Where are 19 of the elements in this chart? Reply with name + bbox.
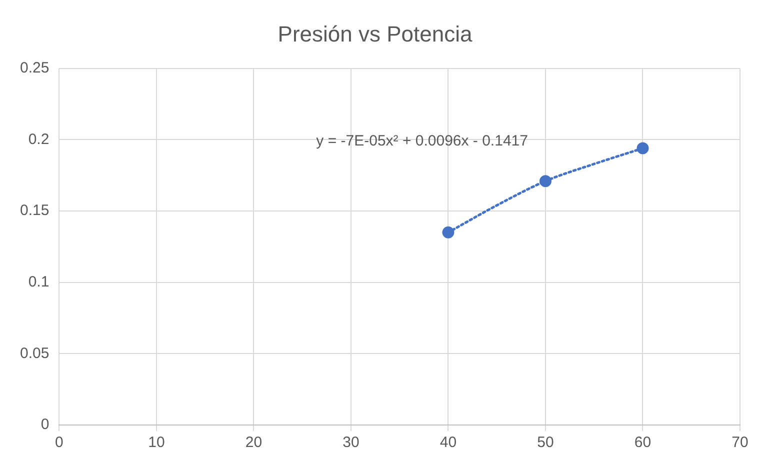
y-tick-label: 0.05: [20, 344, 50, 362]
y-tick-label: 0.25: [20, 60, 50, 77]
chart-title: Presión vs Potencia: [278, 21, 473, 46]
x-tick-label: 50: [537, 434, 554, 452]
x-tick-label: 30: [342, 434, 360, 452]
y-tick-label: 0.2: [28, 130, 50, 148]
x-tick-label: 0: [55, 434, 64, 452]
annotation: y = -7E-05x² + 0.0096x - 0.1417: [316, 132, 528, 150]
x-tick-label: 20: [245, 434, 262, 452]
point: [442, 226, 454, 238]
point: [539, 175, 552, 188]
point: [636, 142, 649, 154]
x-tick-label: 60: [634, 434, 652, 452]
x-tick-label: 70: [732, 434, 748, 452]
x-tick-label: 40: [440, 434, 457, 452]
y-tick-label: 0.1: [28, 274, 50, 290]
x-tick-label: 10: [148, 434, 165, 452]
y-tick-label: 0: [40, 416, 50, 434]
y-tick-label: 0.15: [20, 202, 50, 220]
